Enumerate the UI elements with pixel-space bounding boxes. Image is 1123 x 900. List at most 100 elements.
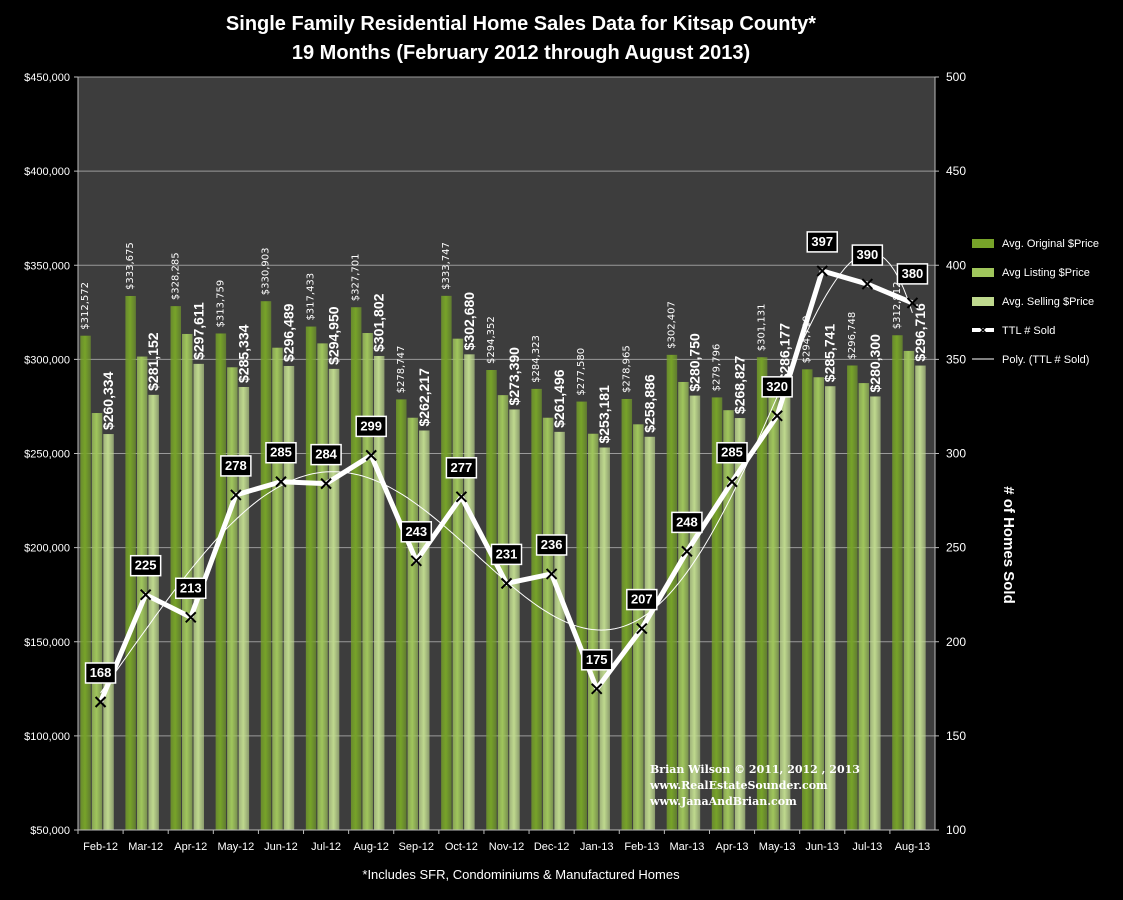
bar-listing	[497, 395, 509, 830]
original-price-label: $294,710	[802, 316, 813, 364]
right-axis-label: # of Homes Sold	[1000, 486, 1017, 604]
selling-price-label: $280,300	[867, 334, 883, 393]
sold-count-label: 213	[180, 580, 202, 595]
sold-count-box	[220, 455, 252, 477]
bar-listing	[858, 383, 870, 830]
original-price-label: $284,323	[531, 335, 542, 383]
original-price-label: $294,352	[486, 316, 497, 364]
legend-label: TTL # Sold	[1002, 325, 1055, 337]
x-tick-label: Jun-12	[264, 841, 298, 853]
credit-author: Brian Wilson © 2011, 2012 , 2013	[650, 763, 860, 776]
bar-selling	[373, 355, 385, 830]
y-tick-label: $300,000	[24, 354, 70, 366]
sold-count-label: 397	[811, 234, 833, 249]
selling-price-label: $302,680	[461, 292, 477, 351]
legend-marker	[978, 325, 988, 335]
y-tick-label: $150,000	[24, 637, 70, 649]
x-tick-label: Mar-13	[669, 841, 704, 853]
sold-count-box	[129, 554, 162, 577]
sold-count-label: 175	[586, 652, 608, 667]
ttl-sold-marker	[455, 491, 468, 503]
sold-count-label: 320	[766, 379, 788, 394]
legend-swatch	[972, 297, 994, 306]
y2-tick-label: 300	[946, 447, 966, 461]
chart-title-line-1: Single Family Residential Home Sales Dat…	[226, 13, 816, 35]
bar-original	[621, 398, 633, 830]
sold-count-box	[175, 577, 207, 600]
x-tick-label: Oct-12	[445, 841, 478, 853]
original-price-label: $302,407	[666, 301, 677, 349]
ttl-sold-marker	[636, 622, 648, 635]
selling-price-label: $297,611	[190, 302, 206, 360]
bar-selling	[238, 386, 250, 830]
selling-price-label: $262,217	[416, 368, 432, 427]
bar-original	[801, 369, 813, 830]
bar-original	[486, 370, 497, 830]
sold-count-box	[761, 376, 793, 398]
ttl-sold-marker	[500, 577, 513, 590]
legend-label: Avg. Selling $Price	[1002, 296, 1094, 308]
ttl-sold-marker	[771, 410, 783, 422]
bar-original	[847, 365, 858, 830]
original-price-label: $301,131	[757, 304, 768, 352]
bar-selling	[103, 434, 114, 830]
ttl-sold-marker	[410, 555, 422, 567]
original-price-label: $333,747	[441, 242, 452, 290]
bar-labels: $312,572 $260,334 $333,675 $281,152 $328,285…	[80, 242, 928, 443]
bar-listing	[91, 413, 103, 830]
bar-listing	[542, 417, 554, 830]
ttl-sold-marker	[726, 476, 738, 488]
x-axis-ticks: Feb-12 Mar-12 Apr-12 May-12 Jun-12 Jul-12 Aug-…	[77, 830, 930, 853]
bar-original	[576, 401, 587, 830]
ttl-sold-marker	[545, 568, 558, 580]
ttl-sold-marker	[275, 476, 287, 488]
sold-count-box	[716, 441, 748, 464]
y2-tick-label: 250	[946, 541, 966, 555]
bar-selling	[464, 354, 475, 830]
legend-swatch	[972, 268, 994, 277]
bar-original	[215, 333, 227, 830]
selling-price-label: $294,950	[326, 306, 342, 365]
homes-sold-line: 168 225 213 278 285 284 299 243 277 231 236 175 207 2…	[84, 231, 929, 708]
legend-label: Avg. Original $Price	[1002, 238, 1099, 250]
bar-selling	[779, 385, 791, 830]
bar-selling	[644, 436, 656, 830]
original-price-label: $317,433	[306, 273, 317, 321]
selling-price-label: $301,802	[371, 293, 387, 352]
original-price-label: $328,285	[170, 252, 181, 300]
bar-original	[666, 354, 678, 830]
sold-count-box	[490, 543, 523, 566]
x-tick-label: Feb-13	[624, 841, 659, 853]
y-tick-label: $250,000	[24, 449, 70, 461]
sold-count-label: 225	[135, 558, 157, 573]
y2-tick-label: 400	[946, 258, 966, 272]
bar-listing	[407, 417, 419, 830]
bar-listing	[723, 410, 734, 830]
bar-listing	[768, 377, 779, 830]
bar-original	[350, 307, 362, 830]
sold-count-label: 285	[270, 445, 292, 460]
ttl-sold-marker	[861, 278, 874, 290]
x-tick-label: May-12	[218, 841, 255, 853]
bar-original	[80, 335, 91, 830]
right-axis-ticks: 100 150 200 250 300 350 400 450 500	[935, 70, 966, 837]
original-price-label: $278,965	[621, 345, 632, 393]
sold-count-label: 284	[315, 447, 337, 462]
bar-original	[260, 301, 272, 831]
credit-website-1: www.RealEstateSounder.com	[649, 779, 828, 792]
selling-price-label: $260,334	[100, 371, 116, 430]
bar-selling	[870, 396, 881, 830]
legend-label: Avg Listing $Price	[1002, 267, 1090, 279]
sold-count-box	[400, 521, 433, 543]
bar-original	[756, 357, 768, 830]
sold-count-label: 236	[541, 537, 563, 552]
x-tick-label: Feb-12	[83, 841, 118, 853]
x-tick-label: Mar-12	[128, 841, 163, 853]
x-tick-label: Apr-13	[716, 841, 749, 853]
x-tick-label: Apr-12	[174, 841, 207, 853]
bar-original	[892, 335, 903, 830]
selling-price-label: $286,177	[777, 323, 793, 382]
bar-listing	[813, 377, 824, 830]
y2-tick-label: 100	[946, 823, 966, 837]
